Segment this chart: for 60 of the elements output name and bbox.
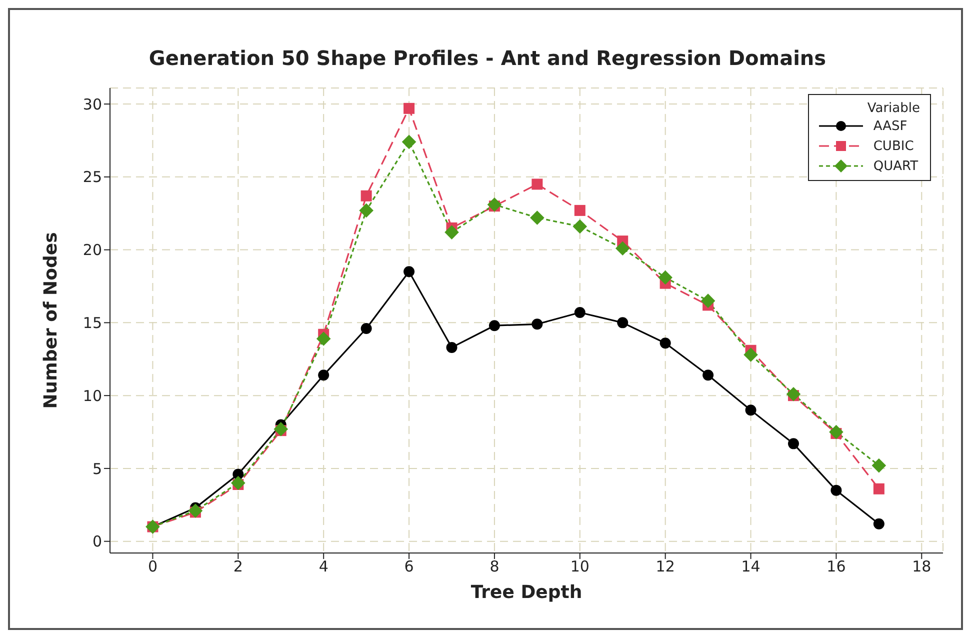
y-tick-label: 5 [92, 460, 102, 478]
point [359, 203, 374, 218]
point [360, 190, 372, 202]
point [702, 370, 714, 381]
point [274, 422, 288, 436]
legend-label: AASF [873, 118, 908, 134]
x-tick-label: 12 [656, 558, 675, 576]
point [572, 219, 588, 234]
point [873, 518, 884, 530]
x-tick-label: 6 [404, 558, 414, 576]
point [700, 294, 716, 308]
point [660, 338, 671, 349]
y-tick-label: 30 [82, 95, 102, 114]
point [658, 270, 672, 285]
point [574, 306, 586, 318]
x-tick-label: 14 [741, 558, 760, 576]
point [532, 318, 543, 330]
point [404, 102, 415, 114]
x-tick-label: 2 [233, 558, 243, 576]
legend-label: QUART [873, 158, 918, 174]
x-axis-title: Tree Depth [470, 582, 582, 603]
point [873, 483, 884, 494]
y-tick-label: 10 [82, 386, 102, 405]
y-tick-label: 15 [82, 314, 102, 332]
y-axis-title: Number of Nodes [40, 232, 62, 409]
point [530, 210, 544, 225]
point [318, 370, 330, 381]
point [788, 438, 799, 450]
point [488, 320, 500, 332]
point [446, 342, 458, 353]
point [786, 386, 801, 402]
point [829, 424, 844, 440]
point [316, 332, 331, 346]
y-tick-label: 25 [82, 168, 102, 186]
chart-title: Generation 50 Shape Profiles - Ant and Regression Domains [148, 46, 828, 70]
point [444, 225, 459, 240]
x-tick-label: 18 [912, 558, 932, 576]
y-tick-label: 0 [92, 532, 102, 551]
point [402, 134, 416, 150]
point [830, 484, 842, 496]
point [188, 504, 203, 518]
x-tick-label: 8 [490, 558, 500, 576]
x-tick-label: 0 [148, 558, 158, 576]
point [615, 241, 630, 256]
point [617, 317, 628, 328]
point [404, 266, 415, 278]
legend-title: Variable [866, 101, 920, 116]
point [745, 404, 756, 416]
point [744, 348, 758, 362]
x-tick-label: 4 [318, 558, 328, 576]
point [872, 458, 886, 473]
point [231, 476, 246, 490]
x-tick-label: 16 [826, 558, 846, 576]
legend-label: CUBIC [873, 138, 914, 154]
point [532, 178, 543, 190]
point [487, 197, 502, 212]
point [574, 204, 586, 216]
y-tick-label: 20 [82, 241, 102, 260]
x-tick-label: 10 [570, 558, 590, 576]
point [360, 323, 372, 334]
